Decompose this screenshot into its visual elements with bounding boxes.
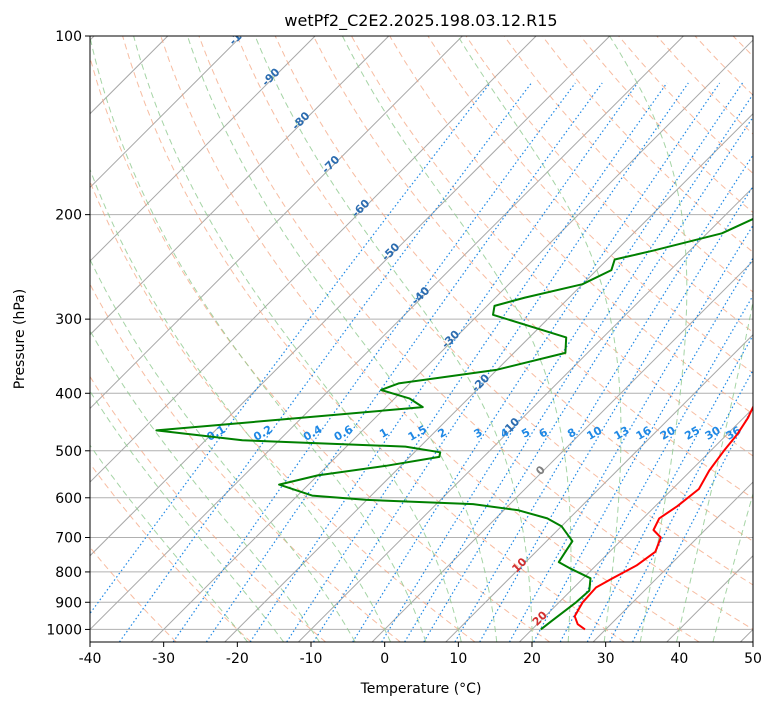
sounding-series [155,217,753,631]
mixing-ratio-line [381,82,743,642]
isotherm-line [90,36,684,631]
isotherm-line [592,481,753,642]
x-axis-ticks: -40 -30 -20 -10 0 10 20 30 40 50 [79,642,762,667]
dry-adiabat-lines [90,36,753,642]
moist-adiabat-line [457,36,622,642]
mixing-ratio-lines [90,82,753,642]
mixing-ratio-line [632,405,753,642]
moist-adiabat-line [90,168,391,642]
x-tick-label: 20 [523,651,541,667]
mixing-ratio-line [352,82,721,642]
y-tick-label: 700 [55,531,82,547]
isotherm-line [150,39,753,642]
x-tick-label: 10 [449,651,467,667]
mixing-ratio-line [479,185,753,642]
isotherm-line [90,36,463,410]
y-tick-label: 400 [55,386,82,402]
y-axis-ticks: 100 200 300 400 500 600 700 800 900 1000 [46,29,90,638]
moist-adiabat-line [90,444,248,642]
mixing-ratio-line [205,82,603,642]
moist-adiabat-line [712,492,753,642]
dry-adiabat-line [90,462,252,642]
mixing-ratio-line [508,224,753,642]
dry-adiabat-line [312,36,753,499]
moist-adiabat-line [609,36,688,642]
isotherm-line [224,113,753,642]
mixing-ratio-line [423,116,753,642]
dry-adiabat-line [236,36,753,586]
moist-adiabat-line [90,36,427,642]
moist-adiabat-line [90,390,285,642]
x-tick-label: -10 [300,651,323,667]
mixing-ratio-line [249,82,639,642]
moist-adiabat-line [90,329,320,642]
x-tick-label: -30 [152,651,175,667]
isotherm-line [519,407,753,642]
isotherm-line [90,36,611,557]
mixing-ratio-line [533,257,753,642]
moist-adiabat-line [133,36,462,642]
y-tick-label: 900 [55,595,82,611]
dewpoint-profile-line [155,217,753,631]
isotherm-line [90,36,242,189]
y-tick-label: 500 [55,444,82,460]
x-tick-label: 0 [380,651,389,667]
x-tick-label: 40 [670,651,688,667]
x-tick-label: 30 [597,651,615,667]
dry-adiabat-line [503,36,753,293]
dry-adiabat-line [122,36,625,642]
dry-adiabat-line [160,36,700,642]
plot-frame [89,35,754,643]
moist-adiabat-lines [90,36,753,642]
y-tick-label: 200 [55,208,82,224]
x-tick-label: -40 [79,651,102,667]
mixing-ratio-line [609,368,753,642]
y-tick-label: 300 [55,312,82,328]
mixing-ratio-line [404,93,753,642]
y-tick-label: 800 [55,565,82,581]
isotherm-line [445,334,753,642]
isotherm-lines [90,36,753,642]
isopleth-label: -100 [227,19,256,48]
x-axis-label: Temperature (°C) [360,681,482,697]
chart-title: wetPf2_C2E2.2025.198.03.12.R15 [284,11,557,31]
mixing-ratio-line [286,82,668,642]
moist-adiabat-line [90,258,356,642]
x-tick-label: 50 [744,651,762,667]
dry-adiabat-line [90,375,326,642]
moist-adiabat-line [254,36,533,642]
isotherm-line [371,260,753,642]
dry-adiabat-line [274,36,753,542]
dry-adiabat-line [90,55,550,642]
isotherm-line [90,36,390,336]
y-tick-label: 100 [55,29,82,45]
moist-adiabat-line [341,36,572,642]
moist-adiabat-line [676,299,753,642]
y-tick-label: 600 [55,491,82,507]
moist-adiabat-line [187,36,498,642]
temperature-profile-line [573,404,753,631]
isotherm-line [90,36,537,483]
x-tick-label: -20 [226,651,249,667]
mixing-ratio-line [312,82,689,642]
isotherm-line [90,36,316,262]
dry-adiabat-line [198,36,753,630]
y-tick-label: 1000 [46,622,82,638]
y-axis-label: Pressure (hPa) [12,289,28,389]
